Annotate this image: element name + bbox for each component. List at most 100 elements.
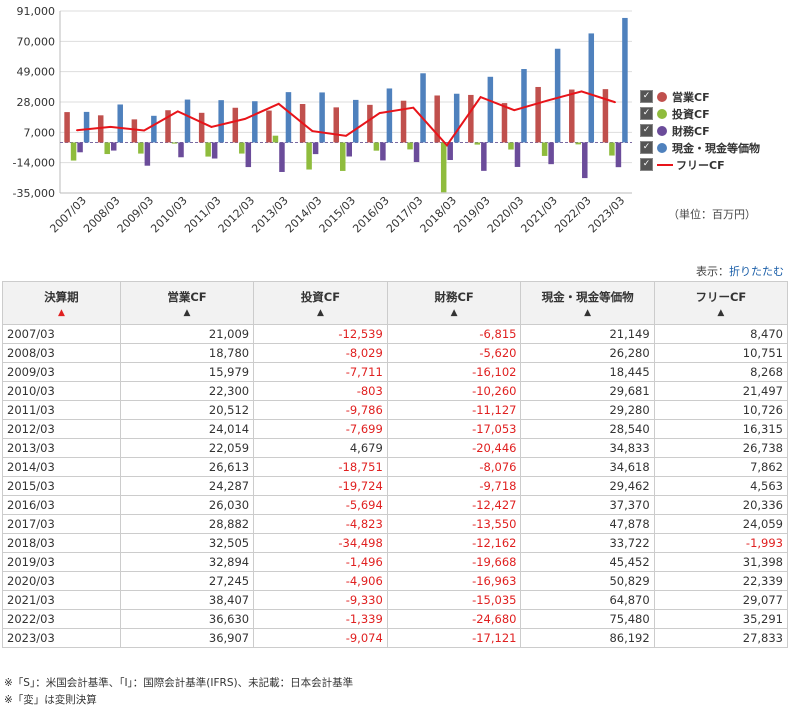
value-cell: -7,711	[253, 362, 388, 382]
point-free-cf	[547, 99, 549, 102]
period-cell: 2019/03	[2, 552, 121, 572]
bar-1-2016/03	[373, 142, 380, 151]
note-irregular-period: ※「変」は変則決算	[4, 694, 97, 706]
sort-arrow-icon[interactable]: ▲	[183, 307, 191, 318]
point-free-cf	[479, 96, 482, 98]
sort-arrow-icon[interactable]: ▲	[57, 307, 65, 318]
table-row: 2022/03 36,630 -1,339 -24,680 75,480 35,291	[2, 609, 789, 629]
bar-3-2011/03	[218, 100, 224, 143]
value-cell: 8,470	[653, 324, 789, 344]
column-header[interactable]: 投資CF ▲	[253, 281, 388, 325]
column-header[interactable]: 決算期 ▲	[2, 281, 121, 325]
checkbox-icon[interactable]: ✓	[640, 90, 653, 103]
value-cell: 36,630	[119, 609, 255, 629]
bar-0-2021/03	[535, 86, 541, 143]
value-cell: -17,121	[386, 628, 522, 648]
bar-3-2010/03	[184, 99, 191, 143]
period-cell: 2009/03	[2, 362, 121, 382]
legend-item[interactable]: ✓ 営業CF	[640, 88, 760, 105]
legend-item[interactable]: ✓ 現金・現金等価物	[640, 139, 760, 156]
bar-1-2011/03	[205, 142, 211, 157]
column-header[interactable]: 財務CF ▲	[386, 281, 522, 325]
bar-2-2015/03	[346, 142, 352, 157]
value-cell: 31,398	[653, 552, 789, 572]
bar-2-2022/03	[582, 142, 588, 179]
bar-2-2018/03	[447, 142, 453, 161]
bar-3-2022/03	[588, 33, 595, 143]
value-cell: -9,330	[253, 590, 388, 610]
legend-item[interactable]: ✓ 財務CF	[640, 122, 760, 139]
period-cell: 2018/03	[2, 533, 121, 553]
value-cell: 29,280	[520, 400, 655, 420]
column-header[interactable]: 現金・現金等価物 ▲	[520, 281, 655, 325]
value-cell: -5,620	[386, 343, 522, 363]
bar-0-2018/03	[434, 95, 440, 143]
legend-item[interactable]: ✓ フリーCF	[640, 156, 760, 173]
collapse-link[interactable]: 折りたたむ	[729, 265, 784, 278]
sort-arrow-icon[interactable]: ▲	[717, 307, 725, 318]
bar-0-2017/03	[400, 100, 407, 143]
column-header[interactable]: 営業CF ▲	[119, 281, 255, 325]
period-cell: 2008/03	[2, 343, 121, 363]
point-free-cf	[513, 109, 516, 111]
sort-arrow-icon[interactable]: ▲	[584, 307, 592, 318]
bar-2-2020/03	[514, 142, 521, 167]
value-cell: 26,030	[119, 495, 255, 515]
value-cell: 26,613	[119, 457, 255, 477]
sort-arrow-icon[interactable]: ▲	[450, 307, 458, 318]
checkbox-icon[interactable]: ✓	[640, 124, 653, 137]
point-free-cf	[311, 130, 314, 132]
value-cell: -18,751	[253, 457, 388, 477]
value-cell: -803	[253, 381, 388, 401]
chart-legend: ✓ 営業CF ✓ 投資CF ✓ 財務CF ✓ 現金・現金等価物 ✓ フリーCF	[640, 88, 760, 173]
value-cell: 29,462	[520, 476, 655, 496]
value-cell: -1,993	[653, 533, 789, 553]
table-header-row: 決算期 ▲ 営業CF ▲ 投資CF ▲ 財務CF ▲ 現金・現金等価物 ▲ フリーCF ▲	[2, 281, 789, 325]
sort-arrow-icon[interactable]: ▲	[317, 307, 324, 318]
point-free-cf	[277, 103, 280, 105]
bar-0-2022/03	[569, 89, 575, 143]
bar-0-2015/03	[333, 107, 339, 143]
checkbox-icon[interactable]: ✓	[640, 107, 653, 120]
value-cell: 24,014	[119, 419, 255, 439]
bar-3-2023/03	[622, 17, 628, 143]
value-cell: 7,862	[653, 457, 789, 477]
bar-2-2007/03	[77, 142, 83, 153]
bar-0-2007/03	[64, 112, 70, 143]
value-cell: 29,681	[520, 381, 655, 401]
bar-1-2010/03	[171, 142, 178, 144]
point-free-cf	[210, 126, 213, 128]
value-cell: -10,260	[386, 381, 522, 401]
table-row: 2016/03 26,030 -5,694 -12,427 37,370 20,336	[2, 495, 789, 515]
checkbox-icon[interactable]: ✓	[640, 141, 653, 154]
legend-label: 投資CF	[672, 107, 710, 121]
value-cell: 28,882	[119, 514, 255, 534]
value-cell: -20,446	[386, 438, 522, 458]
bar-2-2010/03	[178, 142, 184, 158]
checkbox-icon[interactable]: ✓	[640, 158, 653, 171]
value-cell: 32,505	[119, 533, 255, 553]
value-cell: 4,679	[253, 438, 388, 458]
bar-2-2012/03	[245, 142, 252, 168]
table-row: 2023/03 36,907 -9,074 -17,121 86,192 27,833	[2, 628, 789, 648]
column-header[interactable]: フリーCF ▲	[653, 281, 789, 325]
bar-2-2011/03	[211, 142, 218, 159]
value-cell: 36,907	[119, 628, 255, 648]
value-cell: 26,738	[653, 438, 789, 458]
value-cell: 4,563	[653, 476, 789, 496]
legend-item[interactable]: ✓ 投資CF	[640, 105, 760, 122]
table-row: 2007/03 21,009 -12,539 -6,815 21,149 8,470	[2, 324, 789, 344]
period-cell: 2023/03	[2, 628, 121, 648]
value-cell: 24,287	[119, 476, 255, 496]
value-cell: 18,780	[119, 343, 255, 363]
bar-2-2021/03	[548, 142, 554, 165]
value-cell: 20,336	[653, 495, 789, 515]
y-tick-label: 28,000	[17, 96, 56, 109]
value-cell: -1,496	[253, 552, 388, 572]
legend-dot-icon	[657, 91, 667, 102]
unit-label: （単位：百万円）	[668, 208, 756, 221]
period-cell: 2021/03	[2, 590, 121, 610]
bar-1-2014/03	[306, 142, 312, 170]
value-cell: -1,339	[253, 609, 388, 629]
bar-0-2013/03	[266, 110, 272, 143]
